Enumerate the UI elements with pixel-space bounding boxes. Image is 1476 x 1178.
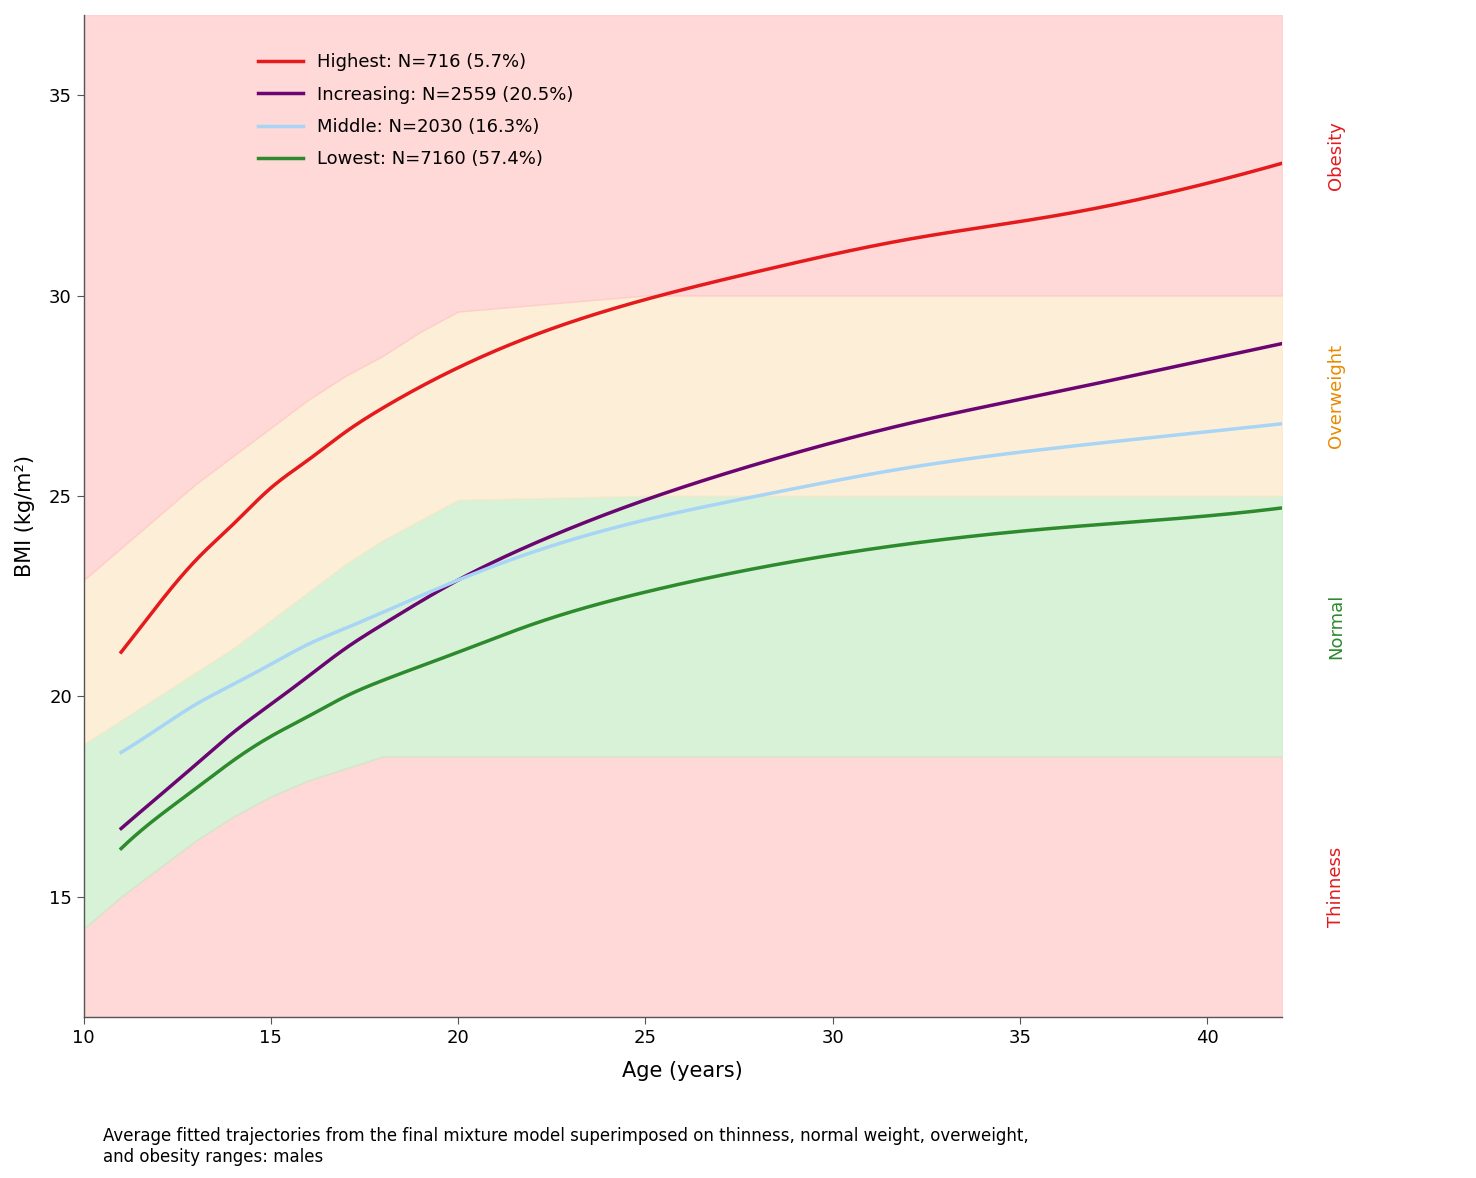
Legend: Highest: N=716 (5.7%), Increasing: N=2559 (20.5%), Middle: N=2030 (16.3%), Lowes: Highest: N=716 (5.7%), Increasing: N=255…: [248, 44, 583, 178]
Middle: N=2030 (16.3%): (11, 18.6): N=2030 (16.3%): (11, 18.6): [112, 746, 130, 760]
Highest: N=716 (5.7%): (42, 33.3): N=716 (5.7%): (42, 33.3): [1274, 157, 1292, 171]
Highest: N=716 (5.7%): (25.7, 30.1): N=716 (5.7%): (25.7, 30.1): [664, 285, 682, 299]
Increasing: N=2559 (20.5%): (29.5, 26.2): N=2559 (20.5%): (29.5, 26.2): [803, 442, 821, 456]
Increasing: N=2559 (20.5%): (42, 28.8): N=2559 (20.5%): (42, 28.8): [1274, 337, 1292, 351]
Increasing: N=2559 (20.5%): (41.3, 28.7): N=2559 (20.5%): (41.3, 28.7): [1246, 343, 1263, 357]
Middle: N=2030 (16.3%): (42, 26.8): N=2030 (16.3%): (42, 26.8): [1274, 417, 1292, 431]
Middle: N=2030 (16.3%): (36.4, 26.2): N=2030 (16.3%): (36.4, 26.2): [1064, 439, 1082, 454]
Line: Lowest: N=7160 (57.4%): Lowest: N=7160 (57.4%): [121, 508, 1283, 848]
Lowest: N=7160 (57.4%): (11, 16.2): N=7160 (57.4%): (11, 16.2): [112, 841, 130, 855]
Text: Thinness: Thinness: [1327, 847, 1345, 927]
Highest: N=716 (5.7%): (41.3, 33.1): N=716 (5.7%): (41.3, 33.1): [1246, 164, 1263, 178]
Highest: N=716 (5.7%): (29.5, 30.9): N=716 (5.7%): (29.5, 30.9): [803, 252, 821, 266]
Lowest: N=7160 (57.4%): (42, 24.7): N=7160 (57.4%): (42, 24.7): [1274, 501, 1292, 515]
Middle: N=2030 (16.3%): (25.7, 24.6): N=2030 (16.3%): (25.7, 24.6): [664, 507, 682, 521]
Highest: N=716 (5.7%): (25.9, 30.1): N=716 (5.7%): (25.9, 30.1): [670, 284, 688, 298]
Lowest: N=7160 (57.4%): (36.4, 24.2): N=7160 (57.4%): (36.4, 24.2): [1064, 519, 1082, 534]
Text: Normal: Normal: [1327, 594, 1345, 659]
Lowest: N=7160 (57.4%): (41.3, 24.6): N=7160 (57.4%): (41.3, 24.6): [1246, 504, 1263, 518]
Text: Obesity: Obesity: [1327, 121, 1345, 190]
Y-axis label: BMI (kg/m²): BMI (kg/m²): [15, 455, 35, 577]
Middle: N=2030 (16.3%): (25.9, 24.6): N=2030 (16.3%): (25.9, 24.6): [670, 505, 688, 519]
Middle: N=2030 (16.3%): (41.3, 26.7): N=2030 (16.3%): (41.3, 26.7): [1246, 419, 1263, 434]
Increasing: N=2559 (20.5%): (25.7, 25.1): N=2559 (20.5%): (25.7, 25.1): [664, 483, 682, 497]
Line: Middle: N=2030 (16.3%): Middle: N=2030 (16.3%): [121, 424, 1283, 753]
Middle: N=2030 (16.3%): (27.8, 25): N=2030 (16.3%): (27.8, 25): [741, 490, 759, 504]
Lowest: N=7160 (57.4%): (25.7, 22.8): N=7160 (57.4%): (25.7, 22.8): [664, 578, 682, 593]
Line: Highest: N=716 (5.7%): Highest: N=716 (5.7%): [121, 164, 1283, 653]
Lowest: N=7160 (57.4%): (25.9, 22.8): N=7160 (57.4%): (25.9, 22.8): [670, 577, 688, 591]
Text: Average fitted trajectories from the final mixture model superimposed on thinnes: Average fitted trajectories from the fin…: [103, 1127, 1029, 1166]
Lowest: N=7160 (57.4%): (29.5, 23.4): N=7160 (57.4%): (29.5, 23.4): [803, 551, 821, 565]
Lowest: N=7160 (57.4%): (27.8, 23.2): N=7160 (57.4%): (27.8, 23.2): [741, 563, 759, 577]
Increasing: N=2559 (20.5%): (11, 16.7): N=2559 (20.5%): (11, 16.7): [112, 821, 130, 835]
X-axis label: Age (years): Age (years): [623, 1060, 744, 1080]
Highest: N=716 (5.7%): (27.8, 30.6): N=716 (5.7%): (27.8, 30.6): [741, 266, 759, 280]
Highest: N=716 (5.7%): (36.4, 32.1): N=716 (5.7%): (36.4, 32.1): [1064, 206, 1082, 220]
Increasing: N=2559 (20.5%): (27.8, 25.7): N=2559 (20.5%): (27.8, 25.7): [741, 459, 759, 474]
Middle: N=2030 (16.3%): (29.5, 25.3): N=2030 (16.3%): (29.5, 25.3): [803, 478, 821, 492]
Increasing: N=2559 (20.5%): (25.9, 25.2): N=2559 (20.5%): (25.9, 25.2): [670, 481, 688, 495]
Text: Overweight: Overweight: [1327, 344, 1345, 448]
Highest: N=716 (5.7%): (11, 21.1): N=716 (5.7%): (11, 21.1): [112, 646, 130, 660]
Line: Increasing: N=2559 (20.5%): Increasing: N=2559 (20.5%): [121, 344, 1283, 828]
Increasing: N=2559 (20.5%): (36.4, 27.7): N=2559 (20.5%): (36.4, 27.7): [1064, 382, 1082, 396]
